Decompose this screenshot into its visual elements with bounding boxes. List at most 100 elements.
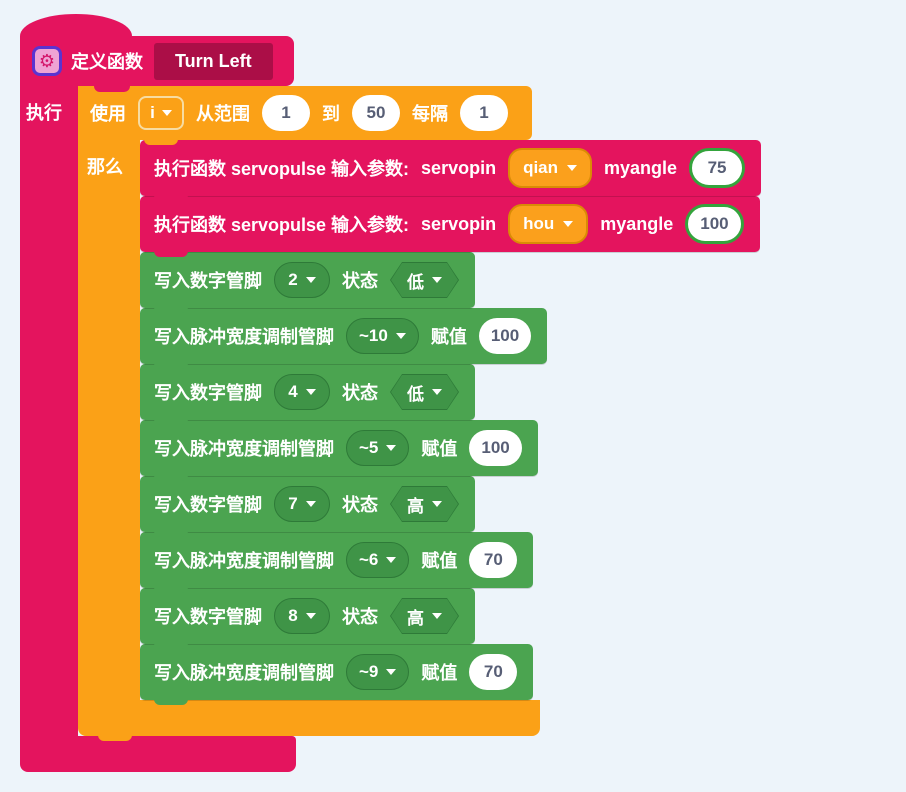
range-label: 从范围 (196, 104, 250, 124)
dropdown-arrow-icon (161, 110, 172, 116)
pin-value: ~5 (359, 438, 379, 457)
state-value: 高 (407, 608, 424, 628)
pin-value: 8 (288, 606, 298, 625)
gear-icon[interactable]: ⚙ (32, 46, 62, 76)
step-label: 每隔 (412, 104, 448, 124)
loop-variable-value: i (150, 103, 155, 122)
servopin-dropdown[interactable]: hou (508, 204, 589, 244)
state-label: 状态 (342, 495, 378, 515)
myangle-value-input[interactable]: 75 (689, 148, 746, 188)
digital-write-label: 写入数字管脚 (154, 495, 262, 515)
dropdown-arrow-icon (432, 613, 442, 619)
state-dropdown[interactable]: 高 (390, 486, 459, 522)
dropdown-arrow-icon (305, 277, 316, 283)
pin-dropdown[interactable]: ~5 (346, 430, 410, 466)
state-value: 高 (407, 496, 424, 516)
assign-label: 赋值 (421, 551, 458, 571)
pwm-write-block[interactable]: 写入脉冲宽度调制管脚 ~9 赋值 70 (140, 644, 534, 705)
call-label: 执行函数 servopulse 输入参数: (154, 215, 410, 235)
loop-header-row[interactable]: 使用 i 从范围 1 到 50 每隔 1 (78, 86, 532, 145)
state-label: 状态 (342, 607, 378, 627)
servopin-dropdown[interactable]: qian (508, 148, 593, 188)
digital-write-label: 写入数字管脚 (154, 607, 262, 627)
pwm-value-input[interactable]: 100 (478, 318, 532, 354)
hat-top (20, 14, 132, 36)
dropdown-arrow-icon (563, 221, 574, 227)
servopin-param-label: servopin (421, 157, 497, 178)
function-definition-block[interactable]: ⚙ 定义函数 Turn Left 执行 使用 i 从范围 1 到 50 每隔 (20, 14, 762, 772)
function-bottom-bar[interactable] (20, 736, 296, 772)
to-label: 到 (322, 104, 340, 124)
dropdown-arrow-icon (395, 333, 406, 339)
dropdown-arrow-icon (567, 165, 578, 171)
state-dropdown[interactable]: 高 (390, 598, 459, 634)
dropdown-arrow-icon (305, 613, 316, 619)
digital-write-block[interactable]: 写入数字管脚 2 状态 低 (140, 252, 475, 313)
servopin-value: qian (523, 158, 559, 177)
pin-value: ~6 (359, 550, 379, 569)
function-name-field[interactable]: Turn Left (154, 42, 273, 80)
assign-label: 赋值 (421, 663, 458, 683)
digital-write-block[interactable]: 写入数字管脚 8 状态 高 (140, 588, 475, 649)
pin-dropdown[interactable]: 7 (274, 486, 330, 522)
dropdown-arrow-icon (432, 389, 442, 395)
range-step-input[interactable]: 1 (460, 95, 508, 131)
loop-variable-dropdown[interactable]: i (138, 96, 184, 130)
pwm-value-input[interactable]: 70 (469, 542, 518, 578)
pwm-write-label: 写入脉冲宽度调制管脚 (154, 439, 334, 459)
servopin-value: hou (523, 214, 555, 233)
loop-body: 那么 执行函数 servopulse 输入参数: servopin qian m… (78, 140, 762, 705)
myangle-param-label: myangle (600, 213, 674, 234)
function-call-block[interactable]: 执行函数 servopulse 输入参数: servopin hou myang… (140, 196, 760, 257)
pin-dropdown[interactable]: ~6 (346, 542, 410, 578)
range-to-input[interactable]: 50 (352, 95, 400, 131)
pin-dropdown[interactable]: 2 (274, 262, 330, 298)
pin-value: ~10 (359, 326, 388, 345)
pin-dropdown[interactable]: ~10 (346, 318, 419, 354)
exec-label: 执行 (20, 86, 78, 736)
then-label: 那么 (78, 140, 140, 700)
assign-label: 赋值 (421, 439, 458, 459)
pwm-write-block[interactable]: 写入脉冲宽度调制管脚 ~10 赋值 100 (140, 308, 548, 369)
use-label: 使用 (90, 104, 126, 124)
state-label: 状态 (342, 383, 378, 403)
state-dropdown[interactable]: 低 (390, 374, 459, 410)
dropdown-arrow-icon (386, 445, 397, 451)
state-dropdown[interactable]: 低 (390, 262, 459, 298)
dropdown-arrow-icon (305, 389, 316, 395)
loop-bottom-bar[interactable] (78, 700, 540, 741)
myangle-param-label: myangle (604, 157, 678, 178)
pin-dropdown[interactable]: 4 (274, 374, 330, 410)
dropdown-arrow-icon (432, 501, 442, 507)
pwm-value-input[interactable]: 70 (469, 654, 518, 690)
servopin-param-label: servopin (421, 213, 497, 234)
digital-write-block[interactable]: 写入数字管脚 7 状态 高 (140, 476, 475, 537)
digital-write-block[interactable]: 写入数字管脚 4 状态 低 (140, 364, 475, 425)
state-value: 低 (407, 272, 424, 292)
state-label: 状态 (342, 271, 378, 291)
function-header[interactable]: ⚙ 定义函数 Turn Left (20, 36, 294, 86)
define-function-label: 定义函数 (71, 52, 143, 72)
digital-write-label: 写入数字管脚 (154, 383, 262, 403)
pwm-write-label: 写入脉冲宽度调制管脚 (154, 551, 334, 571)
pwm-write-block[interactable]: 写入脉冲宽度调制管脚 ~5 赋值 100 (140, 420, 538, 481)
pin-dropdown[interactable]: ~9 (346, 654, 410, 690)
pwm-write-label: 写入脉冲宽度调制管脚 (154, 663, 334, 683)
pwm-value-input[interactable]: 100 (469, 430, 522, 466)
pwm-write-label: 写入脉冲宽度调制管脚 (154, 327, 334, 347)
myangle-value-input[interactable]: 100 (685, 204, 744, 244)
pin-dropdown[interactable]: 8 (274, 598, 330, 634)
pwm-write-block[interactable]: 写入脉冲宽度调制管脚 ~6 赋值 70 (140, 532, 534, 593)
dropdown-arrow-icon (386, 669, 397, 675)
assign-label: 赋值 (430, 327, 467, 347)
pin-value: 2 (288, 270, 298, 289)
for-range-loop-block[interactable]: 使用 i 从范围 1 到 50 每隔 1 那么 (78, 86, 762, 741)
dropdown-arrow-icon (386, 557, 397, 563)
pin-value: 7 (288, 494, 298, 513)
digital-write-label: 写入数字管脚 (154, 271, 262, 291)
dropdown-arrow-icon (432, 277, 442, 283)
function-call-block[interactable]: 执行函数 servopulse 输入参数: servopin qian myan… (140, 140, 762, 201)
range-from-input[interactable]: 1 (262, 95, 310, 131)
state-value: 低 (407, 384, 424, 404)
